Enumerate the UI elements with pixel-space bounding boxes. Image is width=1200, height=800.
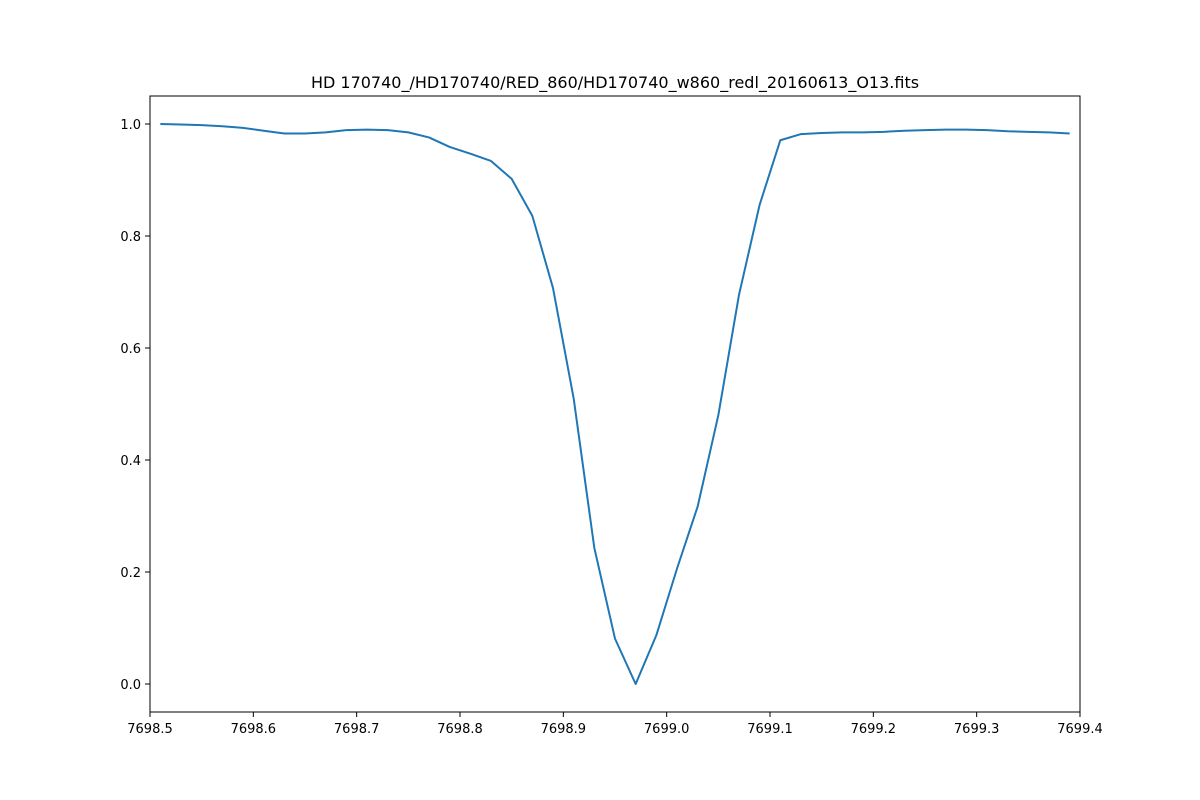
x-tick-label: 7699.2 <box>851 722 897 737</box>
y-tick-label: 0.8 <box>120 230 141 245</box>
x-tick-label: 7699.1 <box>747 722 793 737</box>
x-tick-label: 7699.3 <box>954 722 1000 737</box>
x-tick-label: 7698.5 <box>127 722 173 737</box>
y-tick-label: 0.4 <box>120 454 141 469</box>
y-tick-label: 0.0 <box>120 678 141 693</box>
series-line <box>160 123 1070 685</box>
x-tick-label: 7698.7 <box>334 722 380 737</box>
x-tick-label: 7698.8 <box>437 722 483 737</box>
x-axis: 7698.5 7698.6 7698.7 7698.8 7698.9 7699.0 7699… <box>127 712 1103 737</box>
x-tick-label: 7698.9 <box>541 722 587 737</box>
y-tick-label: 0.6 <box>120 342 141 357</box>
y-axis: 0.0 0.2 0.4 0.6 0.8 1.0 <box>120 118 150 693</box>
x-tick-label: 7699.0 <box>644 722 690 737</box>
x-tick-label: 7699.4 <box>1057 722 1103 737</box>
y-tick-label: 0.2 <box>120 566 141 581</box>
y-tick-label: 1.0 <box>120 118 141 133</box>
x-tick-label: 7698.6 <box>231 722 277 737</box>
plot-area-frame <box>149 95 1081 713</box>
chart-title: HD 170740_/HD170740/RED_860/HD170740_w86… <box>311 73 919 93</box>
